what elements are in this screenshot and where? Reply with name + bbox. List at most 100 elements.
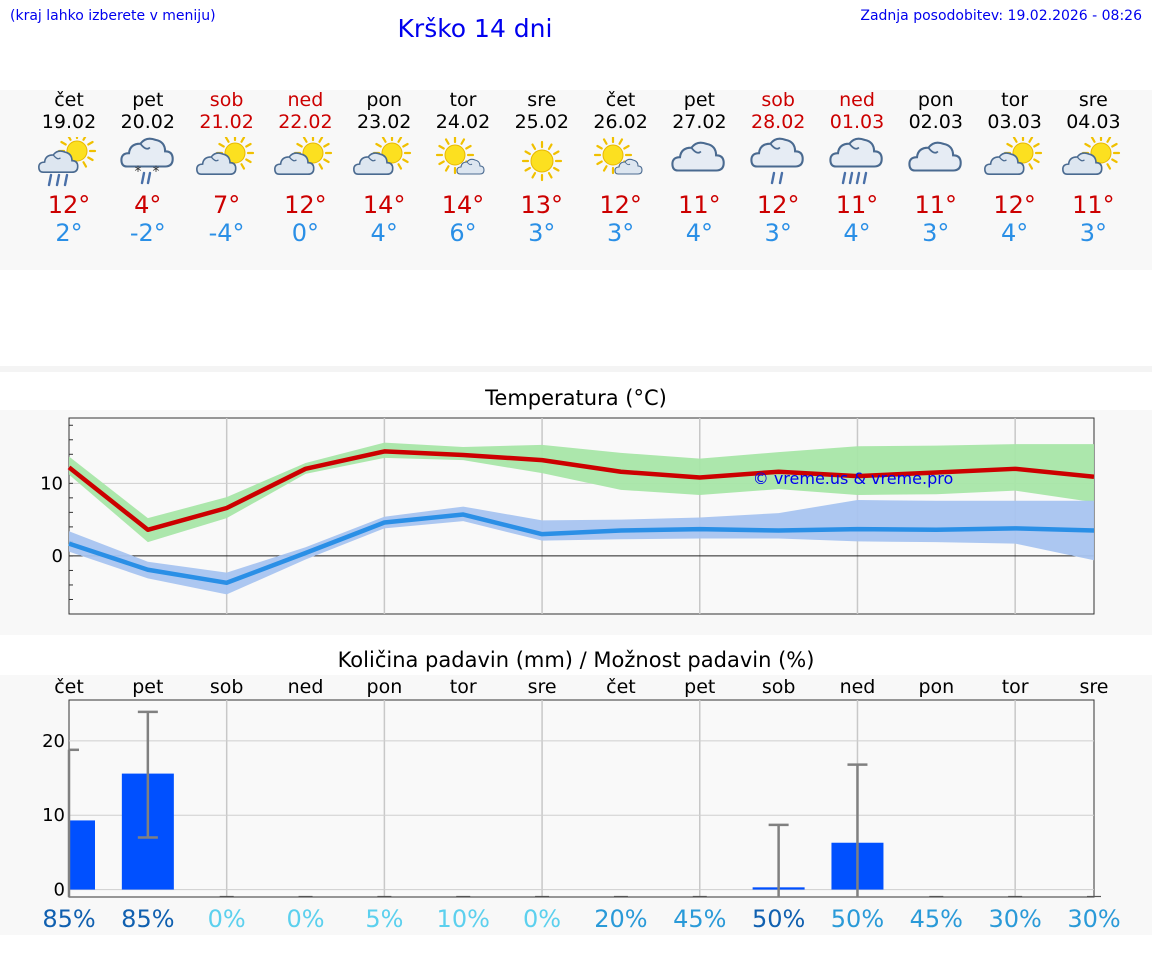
day-column: sob 21.02 7° -4°: [187, 89, 267, 247]
max-temperature: 4°: [134, 191, 162, 219]
x-tick-label: ned: [288, 676, 324, 698]
page-title: Krško 14 dni: [397, 14, 553, 43]
x-tick-label: pon: [367, 676, 403, 698]
day-name: pon: [366, 89, 403, 111]
max-temperature: 11°: [678, 191, 721, 219]
y-tick-label: 0: [54, 880, 65, 901]
sun-shape: [215, 137, 254, 173]
min-temperature: 4°: [843, 219, 871, 247]
y-tick-label: 10: [42, 805, 65, 826]
day-name: ned: [839, 89, 875, 111]
sun-shape: [521, 140, 562, 182]
separator: [0, 366, 1152, 372]
cloud-shape: [983, 152, 1025, 175]
day-name: sob: [209, 89, 244, 111]
day-name: tor: [1001, 89, 1029, 111]
day-column: čet 26.02 12° 3°: [581, 89, 661, 247]
day-date: 01.03: [829, 111, 885, 133]
precip-probability: 85%: [42, 905, 95, 933]
day-name: ned: [287, 89, 324, 111]
max-temperature: 12°: [756, 191, 800, 219]
max-temperature: 11°: [914, 191, 958, 219]
x-tick-label: sre: [528, 676, 557, 698]
max-temperature: 14°: [441, 191, 485, 219]
x-tick-label: sob: [762, 676, 796, 698]
cloud-shape: [195, 152, 237, 175]
max-temperature: 12°: [47, 191, 91, 219]
precip-probability: 45%: [673, 905, 726, 933]
cloud-rain-icon: [750, 137, 804, 185]
precip-bar: [70, 820, 95, 890]
day-name: sre: [527, 89, 557, 111]
precip-probability: 50%: [752, 905, 805, 933]
max-temperature: 12°: [993, 191, 1036, 219]
x-tick-label: pon: [918, 676, 954, 698]
min-temperature: -4°: [208, 219, 245, 247]
sun-icon: [521, 140, 562, 182]
max-temperature: 11°: [1072, 191, 1115, 219]
cloud-shape: [908, 141, 962, 172]
precip-probability: 30%: [988, 905, 1041, 933]
day-date: 04.03: [1066, 111, 1121, 133]
x-tick-label: tor: [1002, 676, 1029, 698]
precip-probability: 30%: [1067, 905, 1120, 933]
max-temperature: 7°: [212, 191, 241, 219]
temperature-chart-title: Temperatura (°C): [485, 386, 667, 410]
day-date: 22.02: [278, 111, 333, 133]
series-band-max: [69, 442, 1094, 543]
day-date: 21.02: [199, 111, 254, 133]
min-temperature: 3°: [528, 219, 556, 247]
day-column: pet 20.02 * * 4° -2°: [108, 89, 188, 247]
cloud-shape: [671, 141, 726, 172]
precip-probability: 85%: [121, 905, 174, 933]
day-column: tor 24.02 14° 6°: [423, 89, 503, 247]
max-temperature: 13°: [520, 191, 564, 219]
x-tick-label: čet: [606, 676, 636, 698]
temperature-chart: 0 10 © vreme.us & vreme.pro: [40, 417, 1095, 615]
day-column: tor 03.03 12° 4°: [975, 89, 1055, 247]
series-band-min: [69, 500, 1094, 595]
day-column: pon 02.03 11° 3°: [896, 89, 976, 247]
day-column: sre 04.03 11° 3°: [1053, 89, 1133, 247]
sun-cloud-icon: [353, 137, 412, 175]
day-name: čet: [605, 89, 636, 111]
cloud-shape: [1062, 152, 1103, 175]
day-name: tor: [449, 89, 477, 111]
y-tick-label: 10: [40, 473, 63, 494]
precip-probability: 50%: [831, 905, 884, 933]
precip-probability: 0%: [286, 905, 324, 933]
day-column: čet 19.02 12° 2°: [29, 89, 109, 247]
min-temperature: 4°: [1000, 219, 1029, 247]
precip-probability: 5%: [365, 905, 403, 933]
x-tick-label: tor: [450, 676, 477, 698]
day-date: 28.02: [750, 111, 806, 133]
min-temperature: -2°: [129, 219, 166, 247]
day-column: ned 22.02 12° 0°: [265, 89, 345, 247]
cloud-shape: [120, 137, 174, 168]
cloud-shape: [456, 158, 485, 175]
cloud-shape: [750, 137, 804, 168]
day-column: pet 27.02 11° 4°: [659, 89, 739, 247]
min-temperature: 3°: [764, 219, 792, 247]
svg-text:*: *: [134, 164, 141, 180]
series-line-min: [68, 512, 1095, 586]
min-temperature: 0°: [291, 219, 320, 247]
day-name: čet: [54, 89, 84, 111]
cloud-sleet-icon: * *: [120, 137, 174, 185]
last-updated: Zadnja posodobitev: 19.02.2026 - 08:26: [860, 8, 1142, 24]
day-column: sre 25.02 13° 3°: [502, 89, 582, 247]
day-name: sre: [1078, 89, 1108, 111]
day-date: 03.03: [987, 111, 1042, 133]
day-date: 23.02: [356, 111, 412, 133]
day-date: 25.02: [514, 111, 569, 133]
cloud-shape: [829, 137, 883, 168]
sun-cloud-rain-icon: [38, 137, 97, 187]
day-name: pet: [132, 89, 164, 111]
cloud-icon: [671, 141, 726, 172]
x-tick-label: sob: [210, 676, 244, 698]
x-tick-label: pet: [684, 676, 715, 698]
svg-text:*: *: [152, 164, 159, 180]
sun-cloud-icon: [983, 137, 1042, 175]
day-column: ned 01.03 11° 4°: [817, 89, 897, 247]
cloud-rain-heavy-icon: [829, 137, 883, 185]
